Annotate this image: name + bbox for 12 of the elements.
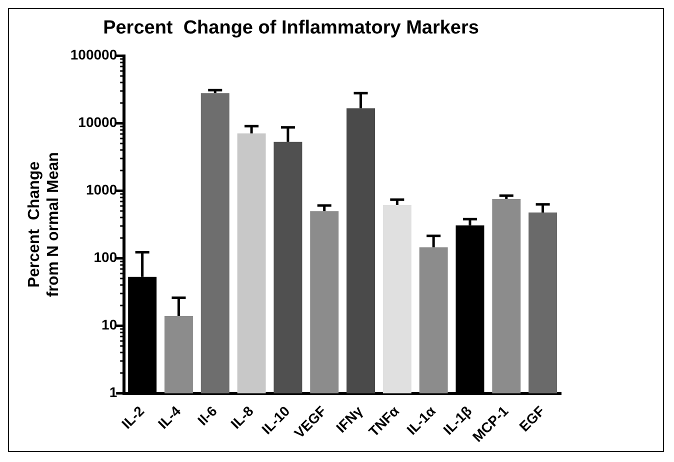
y-tick-label: 10 bbox=[102, 316, 118, 333]
x-tick-label: IL-4 bbox=[154, 402, 184, 432]
y-axis-title: Percent Change from N ormal Mean bbox=[26, 152, 62, 298]
y-tick-label: 1 bbox=[109, 384, 118, 400]
y-tick-label: 100 bbox=[94, 249, 118, 266]
x-tick-label: IL-8 bbox=[227, 402, 257, 432]
y-tick-label: 100000 bbox=[70, 46, 118, 63]
y-tick-label: 10000 bbox=[78, 114, 118, 130]
x-tick-label: Il-6 bbox=[194, 402, 220, 428]
x-tick-label: IL-2 bbox=[118, 402, 148, 432]
y-tick-label: 1000 bbox=[86, 182, 118, 198]
chart-title: Percent Change of Inflammatory Markers bbox=[103, 18, 479, 39]
